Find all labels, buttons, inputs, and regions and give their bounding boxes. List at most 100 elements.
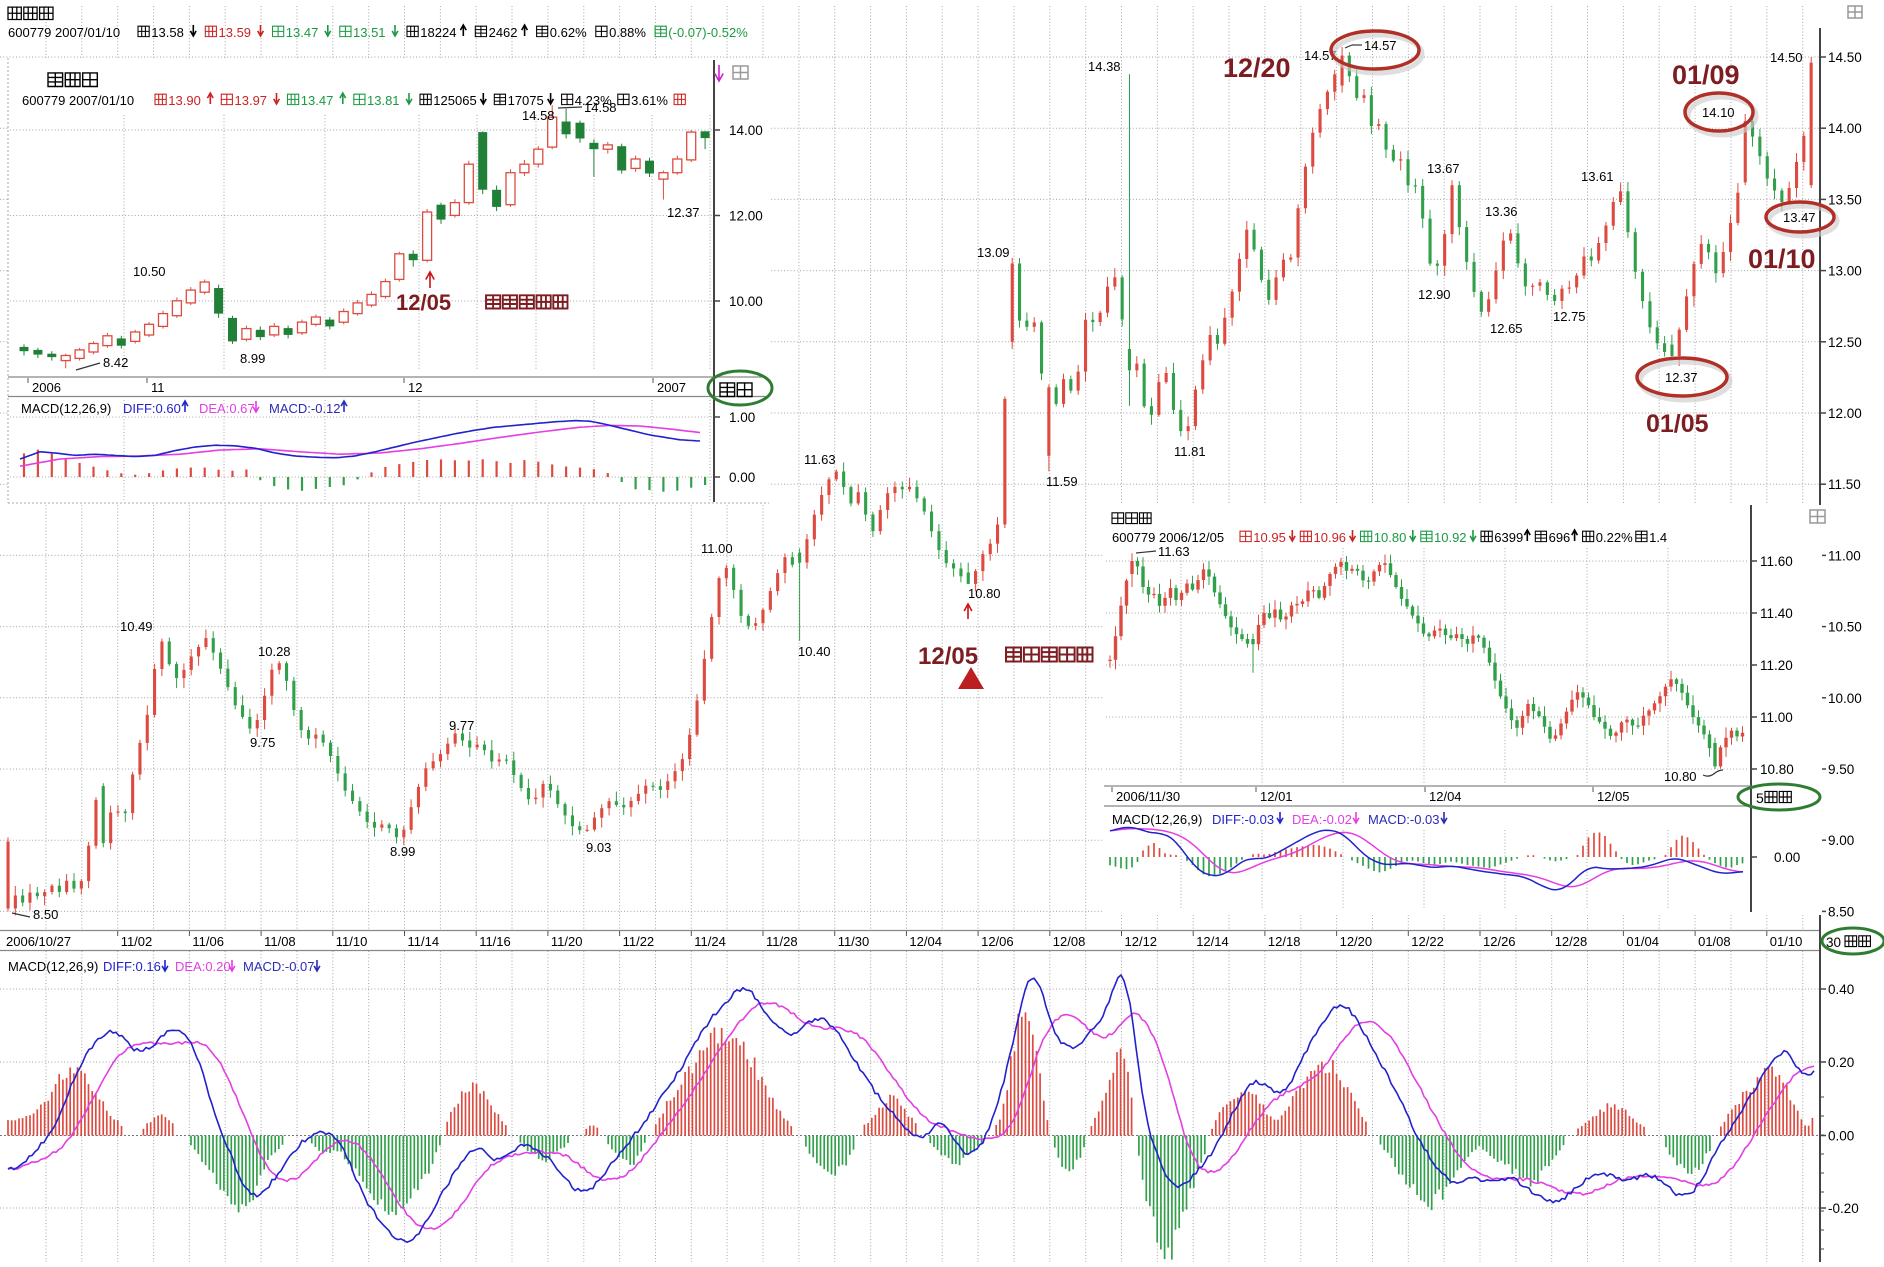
svg-text:9.77: 9.77 bbox=[449, 718, 474, 733]
svg-text:12.75: 12.75 bbox=[1553, 309, 1586, 324]
svg-text:8.99: 8.99 bbox=[390, 844, 415, 859]
svg-text:9.50: 9.50 bbox=[1828, 762, 1854, 777]
svg-text:DEA:-0.02: DEA:-0.02 bbox=[1292, 812, 1352, 827]
svg-text:01/10: 01/10 bbox=[1770, 934, 1803, 949]
svg-text:11/30: 11/30 bbox=[838, 934, 870, 949]
svg-text:01/05: 01/05 bbox=[1646, 410, 1709, 438]
svg-text:12/05: 12/05 bbox=[396, 290, 451, 315]
svg-text:DIFF:0.60: DIFF:0.60 bbox=[123, 401, 181, 416]
svg-text:12/08: 12/08 bbox=[1053, 934, 1086, 949]
svg-text:13.51: 13.51 bbox=[353, 25, 386, 40]
svg-text:01/08: 01/08 bbox=[1698, 934, 1731, 949]
svg-text:125065: 125065 bbox=[433, 93, 476, 108]
svg-text:10.49: 10.49 bbox=[120, 619, 153, 634]
svg-text:11.50: 11.50 bbox=[1828, 477, 1861, 492]
svg-text:MACD(12,26,9): MACD(12,26,9) bbox=[21, 401, 111, 416]
svg-text:12/20: 12/20 bbox=[1223, 53, 1291, 83]
svg-text:12/06: 12/06 bbox=[981, 934, 1014, 949]
svg-text:13.61: 13.61 bbox=[1581, 169, 1614, 184]
svg-text:0.20: 0.20 bbox=[1828, 1055, 1854, 1070]
svg-text:696: 696 bbox=[1549, 530, 1571, 545]
svg-text:9.00: 9.00 bbox=[1828, 833, 1854, 848]
svg-text:DEA:0.67: DEA:0.67 bbox=[199, 401, 255, 416]
svg-text:11/20: 11/20 bbox=[551, 934, 583, 949]
svg-text:12/04: 12/04 bbox=[909, 934, 942, 949]
svg-text:11.40: 11.40 bbox=[1760, 606, 1793, 621]
svg-text:12/01: 12/01 bbox=[1260, 789, 1293, 804]
svg-text:11.63: 11.63 bbox=[1158, 544, 1190, 559]
svg-text:12: 12 bbox=[408, 380, 422, 395]
svg-text:MACD(12,26,9): MACD(12,26,9) bbox=[1112, 812, 1202, 827]
svg-text:12/28: 12/28 bbox=[1555, 934, 1588, 949]
svg-text:13.09: 13.09 bbox=[977, 245, 1010, 260]
svg-text:MACD:-0.07: MACD:-0.07 bbox=[243, 959, 315, 974]
svg-text:18224: 18224 bbox=[420, 25, 456, 40]
svg-text:8.42: 8.42 bbox=[103, 355, 128, 370]
svg-text:12/04: 12/04 bbox=[1429, 789, 1462, 804]
svg-text:13.36: 13.36 bbox=[1485, 204, 1518, 219]
svg-text:12/14: 12/14 bbox=[1196, 934, 1229, 949]
svg-text:11/06: 11/06 bbox=[192, 934, 224, 949]
svg-text:600779 2007/01/10: 600779 2007/01/10 bbox=[8, 25, 120, 40]
svg-text:8.50: 8.50 bbox=[33, 907, 58, 922]
svg-text:12/26: 12/26 bbox=[1483, 934, 1516, 949]
svg-text:11.81: 11.81 bbox=[1174, 444, 1206, 459]
svg-text:DIFF:0.16: DIFF:0.16 bbox=[103, 959, 161, 974]
svg-text:600779 2007/01/10: 600779 2007/01/10 bbox=[22, 93, 134, 108]
svg-text:1.4: 1.4 bbox=[1649, 530, 1667, 545]
svg-text:0.22%: 0.22% bbox=[1596, 530, 1633, 545]
svg-text:MACD(12,26,9): MACD(12,26,9) bbox=[8, 959, 98, 974]
svg-text:3.61%: 3.61% bbox=[631, 93, 668, 108]
svg-text:10.28: 10.28 bbox=[258, 644, 291, 659]
svg-text:12.50: 12.50 bbox=[1828, 335, 1862, 350]
svg-text:0.40: 0.40 bbox=[1828, 982, 1854, 997]
svg-text:12/05: 12/05 bbox=[918, 643, 978, 670]
svg-text:11.60: 11.60 bbox=[1760, 554, 1793, 569]
svg-text:10.80: 10.80 bbox=[968, 586, 1001, 601]
svg-text:01/10: 01/10 bbox=[1748, 244, 1816, 274]
svg-text:11/10: 11/10 bbox=[336, 934, 368, 949]
svg-text:13.59: 13.59 bbox=[219, 25, 252, 40]
svg-text:14.57: 14.57 bbox=[1304, 48, 1337, 63]
svg-text:MACD:-0.12: MACD:-0.12 bbox=[269, 401, 341, 416]
svg-text:DEA:0.20: DEA:0.20 bbox=[175, 959, 231, 974]
svg-text:10.95: 10.95 bbox=[1253, 530, 1286, 545]
svg-text:17075: 17075 bbox=[508, 93, 544, 108]
svg-text:11/08: 11/08 bbox=[264, 934, 296, 949]
svg-text:14.10: 14.10 bbox=[1702, 105, 1735, 120]
svg-text:2462: 2462 bbox=[489, 25, 518, 40]
svg-text:11/02: 11/02 bbox=[121, 934, 153, 949]
svg-text:11.63: 11.63 bbox=[804, 452, 836, 467]
svg-text:11.59: 11.59 bbox=[1046, 474, 1078, 489]
svg-text:10.80: 10.80 bbox=[1374, 530, 1407, 545]
svg-text:12.65: 12.65 bbox=[1490, 321, 1523, 336]
svg-text:11.00: 11.00 bbox=[701, 541, 733, 556]
svg-text:13.47: 13.47 bbox=[301, 93, 334, 108]
svg-text:-0.20: -0.20 bbox=[1828, 1201, 1859, 1216]
svg-text:12/22: 12/22 bbox=[1411, 934, 1444, 949]
svg-text:2006/11/30: 2006/11/30 bbox=[1116, 789, 1180, 804]
svg-text:11/28: 11/28 bbox=[766, 934, 798, 949]
svg-text:14.58: 14.58 bbox=[584, 100, 617, 115]
svg-text:13.67: 13.67 bbox=[1427, 161, 1460, 176]
svg-text:12/05: 12/05 bbox=[1597, 789, 1630, 804]
svg-text:12.00: 12.00 bbox=[1828, 406, 1862, 421]
svg-text:9.75: 9.75 bbox=[250, 735, 275, 750]
svg-text:10.80: 10.80 bbox=[1664, 769, 1697, 784]
svg-text:11.20: 11.20 bbox=[1760, 658, 1793, 673]
svg-text:14.38: 14.38 bbox=[1088, 59, 1121, 74]
svg-text:14.50: 14.50 bbox=[1770, 50, 1803, 65]
svg-text:10.92: 10.92 bbox=[1434, 530, 1467, 545]
svg-text:10.00: 10.00 bbox=[1828, 691, 1862, 706]
svg-text:8.50: 8.50 bbox=[1828, 904, 1854, 919]
svg-text:13.50: 13.50 bbox=[1828, 192, 1862, 207]
svg-text:2007: 2007 bbox=[657, 380, 686, 395]
svg-text:11/14: 11/14 bbox=[408, 934, 440, 949]
svg-text:10.50: 10.50 bbox=[133, 264, 166, 279]
svg-text:01/09: 01/09 bbox=[1672, 60, 1740, 90]
svg-text:10.50: 10.50 bbox=[1828, 620, 1862, 635]
svg-text:9.03: 9.03 bbox=[586, 840, 611, 855]
svg-text:13.81: 13.81 bbox=[367, 93, 400, 108]
svg-text:2006: 2006 bbox=[32, 380, 61, 395]
svg-text:12.90: 12.90 bbox=[1418, 287, 1451, 302]
